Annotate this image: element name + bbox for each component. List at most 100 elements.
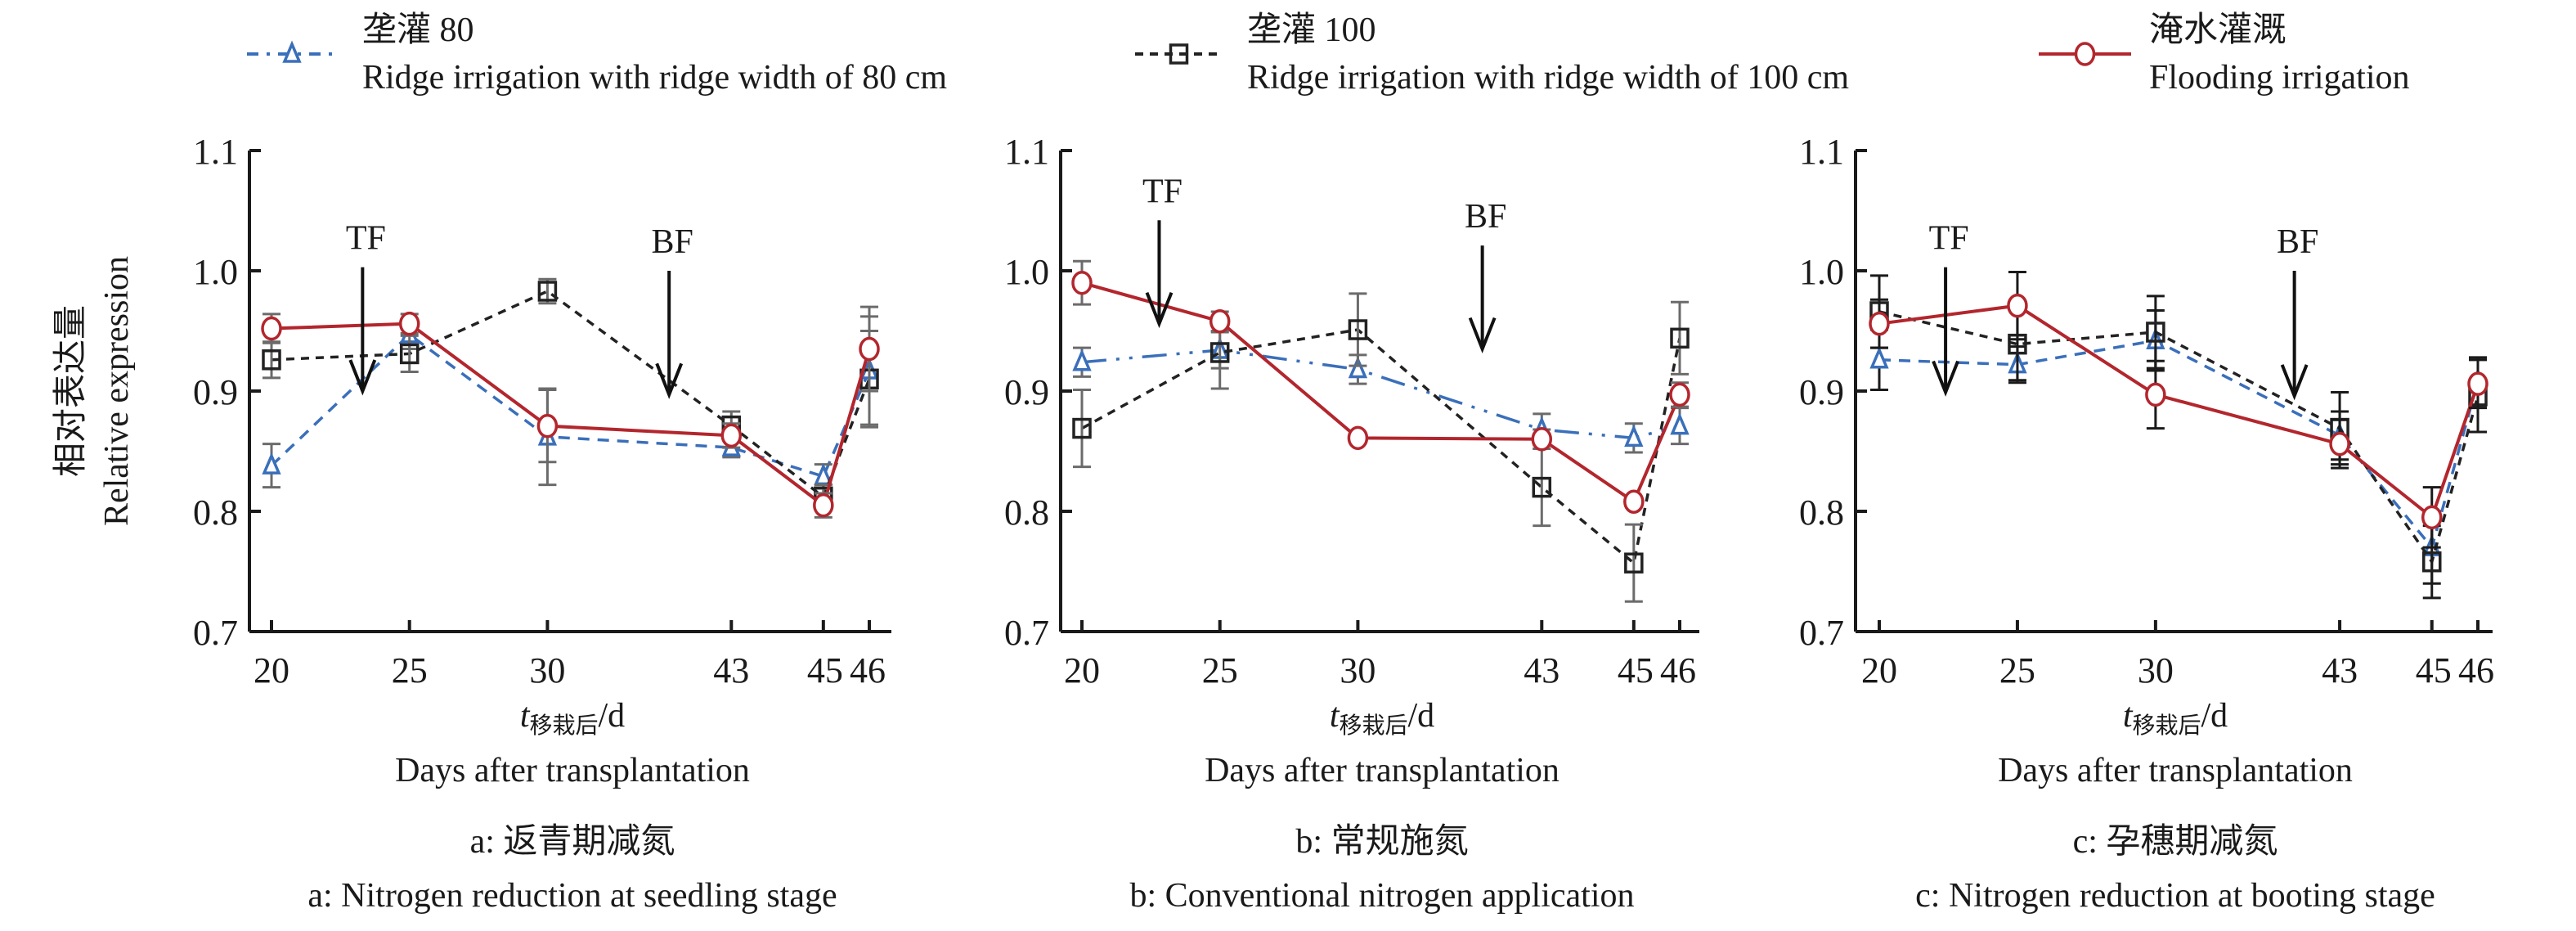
chart-panel-a: 0.7 0.8 0.9 1.0 1.1 20 25 30 43 45 46 TF BF t移栽后/d Day… — [193, 132, 891, 915]
circle-marker — [720, 423, 743, 448]
annotation-label: TF — [1929, 220, 1969, 258]
y-tick-label: 0.8 — [193, 492, 238, 533]
circle-marker — [813, 492, 834, 518]
series-r100 — [1869, 274, 2488, 600]
y-tick-label: 0.7 — [1799, 613, 1844, 653]
y-tick-label: 0.8 — [1004, 492, 1049, 533]
series-line — [270, 332, 871, 479]
circle-marker — [261, 316, 282, 341]
circle-marker — [2145, 382, 2166, 407]
chart-panel-b: 0.7 0.8 0.9 1.0 1.1 20 25 30 43 45 46 TF BF t移栽后/d Day… — [1004, 132, 1699, 915]
circle-marker — [536, 413, 559, 439]
triangle-marker — [1072, 349, 1092, 371]
chart-panel-c: 0.7 0.8 0.9 1.0 1.1 20 25 30 43 45 46 TF BF t移栽后/d Day… — [1799, 132, 2494, 915]
square-marker — [1670, 327, 1690, 349]
x-tick-label: 25 — [1999, 650, 2035, 690]
circle-marker — [2007, 293, 2028, 318]
square-marker — [2146, 322, 2165, 343]
square-marker — [1624, 552, 1644, 573]
x-axis-var: t — [520, 697, 531, 735]
circle-marker — [2467, 371, 2488, 396]
square-marker — [1532, 476, 1552, 498]
series-r80 — [262, 315, 879, 490]
legend-item-r100: 垄灌 100 Ridge irrigation with ridge width… — [1135, 11, 1849, 97]
circle-marker — [859, 336, 880, 362]
x-axis-label-en: Days after transplantation — [1205, 752, 1560, 789]
legend: 垄灌 80 Ridge irrigation with ridge width … — [247, 11, 2410, 97]
arrowhead-icon — [2280, 364, 2309, 401]
y-tick-label: 1.0 — [1799, 252, 1844, 292]
x-axis-unit: /d — [599, 697, 626, 735]
circle-marker — [1531, 427, 1553, 452]
triangle-marker — [282, 40, 302, 63]
annotation-label: BF — [2277, 223, 2318, 261]
x-axis-label: t移栽后/d — [1330, 697, 1434, 739]
arrowhead-icon — [655, 362, 684, 399]
square-marker — [1072, 417, 1092, 439]
x-tick-label: 43 — [2322, 650, 2358, 690]
x-axis-var: t — [2123, 697, 2134, 735]
annotation-arrow-bf: BF — [1465, 198, 1506, 353]
y-tick-label: 0.9 — [193, 372, 238, 412]
panel-caption-en: c: Nitrogen reduction at booting stage — [1915, 877, 2435, 915]
legend-marker-triangle-icon — [247, 40, 337, 63]
annotation-arrow-tf: TF — [1142, 173, 1183, 329]
series-line — [1081, 281, 1681, 505]
y-tick-label: 1.1 — [193, 132, 238, 172]
circle-marker — [398, 311, 420, 336]
square-marker — [1209, 342, 1230, 363]
y-tick-label: 1.1 — [1799, 132, 1844, 172]
x-axis-label-en: Days after transplantation — [1998, 752, 2353, 789]
circle-marker — [1869, 311, 1890, 336]
x-axis-unit: /d — [2201, 697, 2228, 735]
legend-label-en: Ridge irrigation with ridge width of 100… — [1247, 59, 1849, 97]
x-tick-label: 45 — [2416, 650, 2452, 690]
legend-marker-circle-icon — [2039, 42, 2131, 66]
legend-label-cn: 垄灌 80 — [362, 11, 474, 49]
x-axis-label-en: Days after transplantation — [395, 752, 750, 789]
x-axis-subscript: 移栽后 — [2132, 713, 2201, 739]
y-tick-label: 0.9 — [1799, 372, 1844, 412]
y-tick-label: 1.0 — [193, 252, 238, 292]
series-flood — [261, 305, 880, 519]
legend-label-cn: 垄灌 100 — [1247, 11, 1376, 49]
y-tick-label: 0.8 — [1799, 492, 1844, 533]
y-tick-label: 0.9 — [1004, 372, 1049, 412]
series-r100 — [1072, 292, 1690, 603]
triangle-marker — [1348, 356, 1368, 379]
square-marker — [537, 281, 558, 302]
circle-marker — [1669, 382, 1690, 407]
annotation-arrow-bf: BF — [651, 223, 693, 399]
circle-marker — [1623, 489, 1645, 514]
series-line — [1878, 310, 2480, 565]
annotation-arrow-tf: TF — [1929, 220, 1969, 397]
square-marker — [399, 343, 420, 365]
x-tick-label: 43 — [713, 650, 749, 690]
square-marker — [262, 349, 281, 371]
x-tick-label: 45 — [807, 650, 843, 690]
x-tick-label: 25 — [392, 650, 428, 690]
arrowhead-icon — [348, 359, 377, 396]
panel-caption-en: b: Conventional nitrogen application — [1129, 877, 1634, 915]
circle-marker — [1209, 308, 1231, 334]
x-tick-label: 30 — [1340, 650, 1376, 690]
y-axis-label: 相对表达量 Relative expression — [52, 256, 136, 526]
arrowhead-icon — [1932, 360, 1959, 397]
annotation-label: TF — [346, 220, 386, 258]
square-marker — [2421, 551, 2442, 573]
x-axis-unit: /d — [1408, 697, 1435, 735]
circle-marker — [2329, 431, 2350, 457]
series-flood — [1869, 270, 2488, 549]
y-tick-label: 1.1 — [1004, 132, 1049, 172]
panel-caption-en: a: Nitrogen reduction at seedling stage — [307, 877, 837, 915]
x-tick-label: 20 — [1861, 650, 1897, 690]
square-marker — [1169, 43, 1189, 65]
x-tick-label: 20 — [254, 650, 289, 690]
legend-label-en: Ridge irrigation with ridge width of 80 … — [362, 59, 947, 97]
annotation-label: TF — [1142, 173, 1183, 210]
triangle-marker — [1624, 424, 1644, 448]
annotation-label: BF — [1465, 198, 1506, 236]
series-line — [1878, 339, 2480, 551]
x-axis-subscript: 移栽后 — [1339, 713, 1407, 739]
